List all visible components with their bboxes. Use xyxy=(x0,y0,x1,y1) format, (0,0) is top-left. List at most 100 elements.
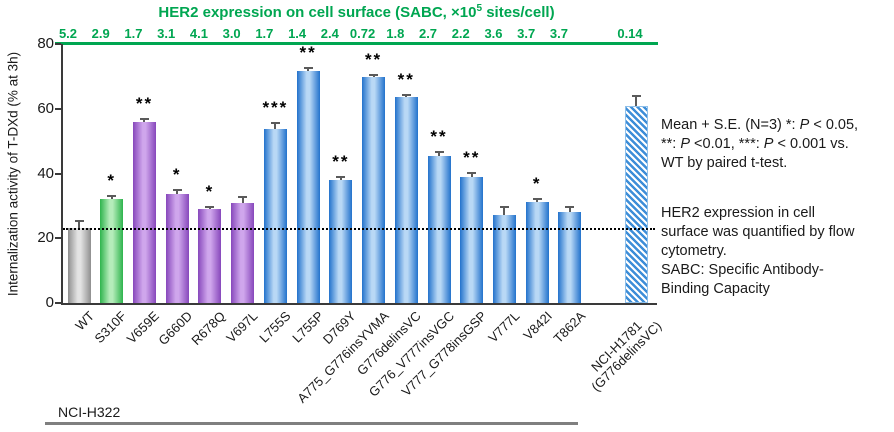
error-bar xyxy=(110,196,113,200)
bar-l755p xyxy=(296,70,320,303)
bar-v777-g778insgsp xyxy=(460,177,484,303)
significance-marker: ** xyxy=(463,147,481,167)
x-tick-label: V697L xyxy=(223,308,261,346)
error-bar-cap xyxy=(532,197,542,200)
error-bar-cap xyxy=(401,93,411,96)
y-axis-tick-label: 0 xyxy=(45,294,54,311)
error-bar xyxy=(536,198,539,202)
significance-marker: ** xyxy=(430,126,448,146)
error-bar xyxy=(208,206,211,210)
bar-wt xyxy=(67,227,91,303)
significance-marker: ** xyxy=(397,69,415,89)
x-axis-line xyxy=(61,303,657,305)
y-axis-tick xyxy=(55,237,61,240)
method-note: HER2 expression in cell surface was quan… xyxy=(661,205,855,297)
sabc-value: 1.7 xyxy=(255,26,274,41)
significance-marker: ** xyxy=(332,152,350,172)
x-tick-label: G660D xyxy=(155,308,196,349)
bar-d769y xyxy=(329,179,353,303)
sabc-value: 3.6 xyxy=(484,26,503,41)
error-bar xyxy=(470,172,473,178)
sabc-values-row: 5.2 2.9 1.7 3.1 4.1 3.0 1.7 1.4 2.4 0.72 1.8 2.7 2.2… xyxy=(0,0,894,46)
bar-s310f xyxy=(100,199,124,303)
x-tick-label: V777L xyxy=(485,308,523,346)
bar-r678q xyxy=(198,209,222,303)
sabc-value: 3.1 xyxy=(157,26,176,41)
error-bar xyxy=(438,151,441,156)
chart-title-suffix: sites/cell) xyxy=(482,4,555,21)
bar-g776delinsvc xyxy=(394,97,418,303)
error-bar xyxy=(274,123,277,130)
error-bar-cap xyxy=(467,171,477,174)
x-tick-label: V842I xyxy=(520,308,556,343)
error-bar-cap xyxy=(434,150,444,153)
error-bar-cap xyxy=(336,176,346,179)
x-tick-label: L755S xyxy=(256,308,294,346)
y-axis-tick-label: 60 xyxy=(37,99,54,117)
x-tick-label: NCI-H1781 (G776delinsVC) xyxy=(587,318,664,395)
sabc-value: 1.8 xyxy=(386,26,405,41)
bar-g660d xyxy=(165,193,189,303)
cell-line-label: NCI-H322 xyxy=(58,404,121,420)
y-axis-tick xyxy=(55,302,61,304)
y-axis-tick-label: 20 xyxy=(37,229,54,247)
significance-marker: ** xyxy=(299,43,317,63)
sabc-value: 4.1 xyxy=(189,26,208,41)
error-bar xyxy=(339,177,342,180)
error-bar-cap xyxy=(74,220,84,223)
bar-v659e xyxy=(132,121,156,303)
x-tick-label: T862A xyxy=(550,308,588,346)
sabc-value: 1.7 xyxy=(124,26,143,41)
sabc-underline xyxy=(55,42,658,45)
error-bar xyxy=(307,68,310,71)
error-bar-cap xyxy=(565,205,575,208)
x-tick-label: V659E xyxy=(124,308,163,347)
error-bar xyxy=(78,221,80,228)
bar-nci-h1781 xyxy=(624,106,648,303)
error-bar xyxy=(405,94,408,98)
error-bar-cap xyxy=(205,205,215,208)
error-bar-cap xyxy=(499,205,509,208)
error-bar xyxy=(241,196,244,203)
error-bar-cap xyxy=(270,122,280,125)
sabc-value: 0.72 xyxy=(349,26,376,41)
wt-reference-dotted-line xyxy=(63,227,655,230)
bar-t862a xyxy=(558,212,582,303)
y-axis-tick xyxy=(55,43,61,45)
significance-marker: * xyxy=(172,165,182,184)
bar-v777l xyxy=(492,214,516,303)
y-axis-tick-label: 40 xyxy=(37,164,54,182)
statistics-note: Mean + S.E. (N=3) *: P < 0.05, **: P <0.0… xyxy=(661,117,859,171)
sabc-value: 3.7 xyxy=(549,26,568,41)
y-axis-tick xyxy=(55,107,61,110)
sabc-value: 5.2 xyxy=(58,26,78,41)
error-bar xyxy=(372,74,375,78)
significance-marker: * xyxy=(205,181,215,201)
sabc-value: 2.4 xyxy=(320,26,339,41)
error-bar xyxy=(568,206,571,213)
bar-a775-g776insyvma xyxy=(362,77,386,303)
significance-marker: *** xyxy=(262,98,289,118)
error-bar-cap xyxy=(172,189,182,191)
y-axis-tick xyxy=(55,172,61,175)
x-tick-label: S310F xyxy=(91,308,130,346)
bar-v842i xyxy=(525,201,549,303)
error-bar xyxy=(503,206,506,215)
bar-l755s xyxy=(263,129,287,303)
error-bar-cap xyxy=(107,195,117,198)
x-tick-label: R678Q xyxy=(188,308,228,349)
error-bar xyxy=(143,119,146,122)
sabc-value: 2.2 xyxy=(451,26,470,41)
cell-line-underline xyxy=(45,422,578,425)
sabc-value: 3.7 xyxy=(517,26,536,41)
x-tick-label: WT xyxy=(71,308,97,334)
error-bar-cap xyxy=(238,195,248,198)
x-tick-label: L755P xyxy=(288,308,327,346)
error-bar-cap xyxy=(303,67,313,70)
chart-title: HER2 expression on cell surface (SABC, ×… xyxy=(55,3,658,21)
sabc-value: 3.0 xyxy=(222,26,241,41)
significance-marker: ** xyxy=(135,94,154,114)
sabc-value: 1.4 xyxy=(288,26,307,41)
significance-marker: * xyxy=(107,171,117,191)
